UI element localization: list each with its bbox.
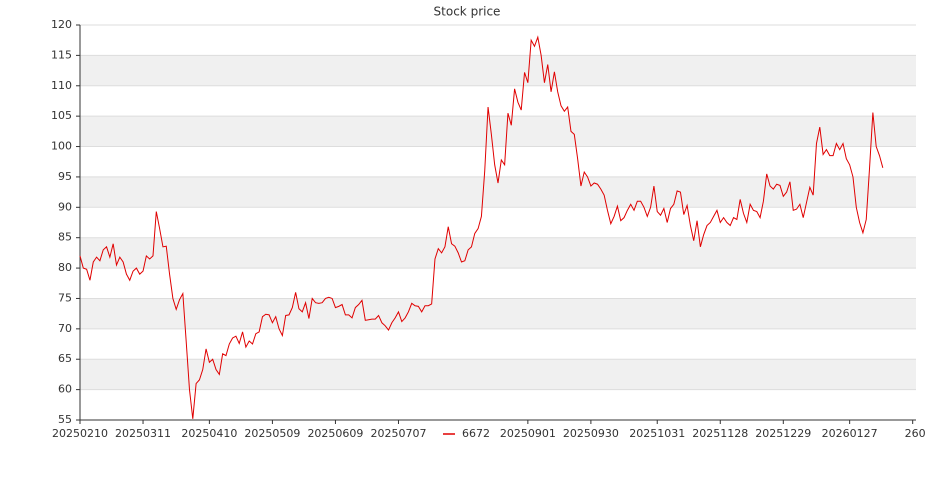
grid-band bbox=[80, 237, 916, 269]
y-tick-label: 70 bbox=[58, 322, 72, 335]
y-tick-label: 120 bbox=[51, 18, 72, 31]
y-tick-label: 60 bbox=[58, 383, 72, 396]
legend-label: 6672 bbox=[462, 427, 490, 440]
x-tick-label: 20251128 bbox=[692, 427, 748, 440]
x-tick-label: 20250930 bbox=[563, 427, 619, 440]
y-tick-label: 110 bbox=[51, 79, 72, 92]
x-tick-label: 20250707 bbox=[370, 427, 426, 440]
y-tick-label: 55 bbox=[58, 413, 72, 426]
y-tick-label: 90 bbox=[58, 200, 72, 213]
x-tick-label: 260 bbox=[905, 427, 926, 440]
y-tick-label: 115 bbox=[51, 48, 72, 61]
grid-band bbox=[80, 359, 916, 390]
y-tick-label: 65 bbox=[58, 352, 72, 365]
y-tick-label: 75 bbox=[58, 291, 72, 304]
x-tick-label: 20250311 bbox=[115, 427, 171, 440]
y-tick-label: 100 bbox=[51, 140, 72, 153]
y-tick-label: 80 bbox=[58, 261, 72, 274]
x-tick-label: 20251031 bbox=[629, 427, 685, 440]
y-tick-label: 85 bbox=[58, 231, 72, 244]
x-tick-label: 20250410 bbox=[181, 427, 237, 440]
x-tick-label: 20250210 bbox=[52, 427, 108, 440]
x-tick-label: 20250609 bbox=[307, 427, 363, 440]
y-tick-label: 95 bbox=[58, 170, 72, 183]
x-tick-label: 20251229 bbox=[755, 427, 811, 440]
x-tick-label: 20250901 bbox=[500, 427, 556, 440]
y-tick-label: 105 bbox=[51, 109, 72, 122]
grid-band bbox=[80, 55, 916, 86]
chart-title: Stock price bbox=[434, 5, 501, 19]
grid-band bbox=[80, 116, 916, 147]
x-tick-label: 20250509 bbox=[244, 427, 300, 440]
price-line bbox=[79, 35, 884, 419]
grid-band bbox=[80, 298, 916, 329]
x-tick-label: 20260127 bbox=[822, 427, 878, 440]
